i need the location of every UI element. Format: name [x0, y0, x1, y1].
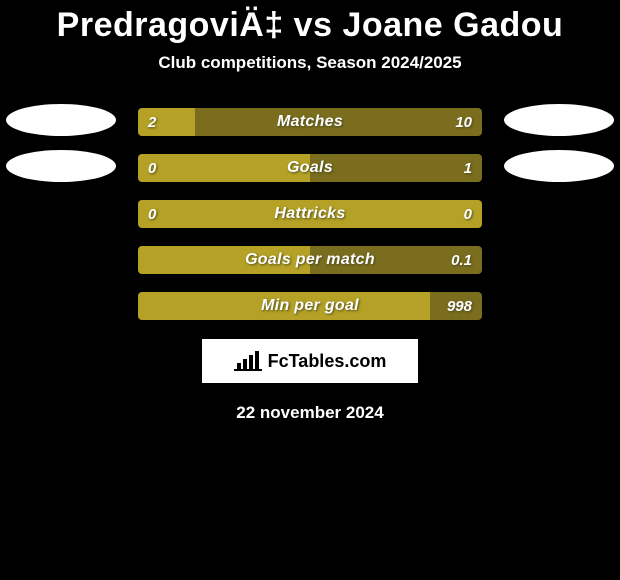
stat-bar: Hattricks0 0 [138, 200, 482, 228]
stat-value-left: 2 [148, 108, 156, 136]
stat-value-right: 0 [464, 200, 472, 228]
stat-row: Matches2 10 [0, 99, 620, 145]
bar-chart-icon [234, 351, 262, 371]
player-oval-left [6, 104, 116, 136]
player-oval-right [504, 150, 614, 182]
page-title: PredragoviÄ‡ vs Joane Gadou [0, 0, 620, 53]
stat-row: Min per goal998 [0, 283, 620, 329]
stat-row: Goals0 1 [0, 145, 620, 191]
stat-value-left: 0 [148, 154, 156, 182]
player-oval-left [6, 150, 116, 182]
stat-bar: Goals per match0.1 [138, 246, 482, 274]
stat-label: Goals per match [138, 246, 482, 274]
date-text: 22 november 2024 [0, 403, 620, 423]
stat-value-left: 0 [148, 200, 156, 228]
stat-bar: Min per goal998 [138, 292, 482, 320]
logo-text: FcTables.com [268, 351, 387, 372]
stats-container: Matches210Goals01Hattricks00Goals per ma… [0, 99, 620, 329]
logo-box: FcTables.com [202, 339, 418, 383]
subtitle: Club competitions, Season 2024/2025 [0, 53, 620, 73]
stat-label: Goals [138, 154, 482, 182]
stat-label: Hattricks [138, 200, 482, 228]
stat-row: Hattricks0 0 [0, 191, 620, 237]
stat-bar: Matches2 10 [138, 108, 482, 136]
stat-label: Min per goal [138, 292, 482, 320]
player-oval-right [504, 104, 614, 136]
stat-value-right: 998 [447, 292, 472, 320]
stat-value-right: 10 [455, 108, 472, 136]
stat-value-right: 1 [464, 154, 472, 182]
stat-row: Goals per match0.1 [0, 237, 620, 283]
stat-label: Matches [138, 108, 482, 136]
stat-bar: Goals0 1 [138, 154, 482, 182]
stat-value-right: 0.1 [451, 246, 472, 274]
